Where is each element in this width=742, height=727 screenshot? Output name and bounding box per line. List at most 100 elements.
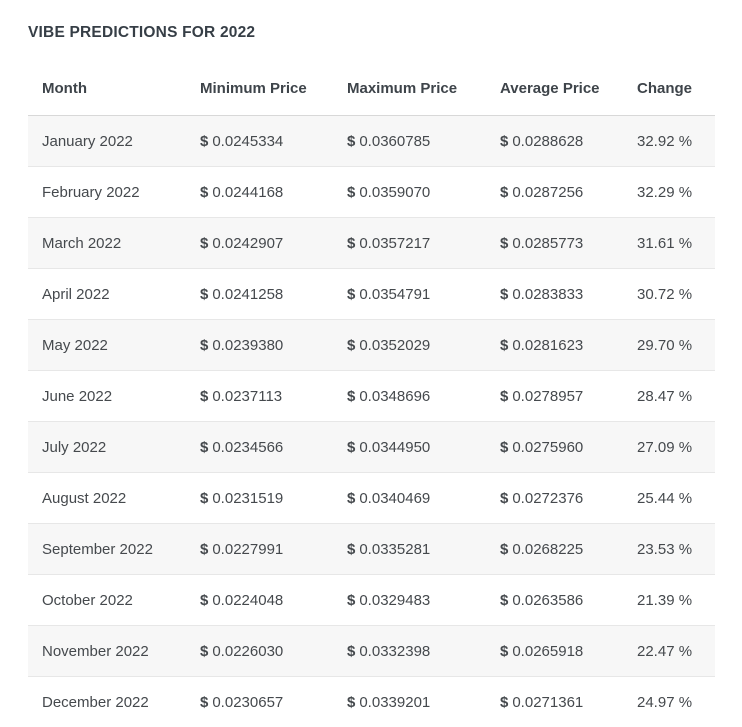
minimum-price-value: 0.0234566 <box>212 439 283 456</box>
table-row: June 2022 $0.0237113 $0.0348696 $0.02789… <box>28 371 715 422</box>
currency-symbol: $ <box>500 490 508 507</box>
table-row: December 2022 $0.0230657 $0.0339201 $0.0… <box>28 677 715 727</box>
column-header-minimum-price: Minimum Price <box>200 62 347 116</box>
month-cell: December 2022 <box>28 677 200 727</box>
minimum-price-value: 0.0244168 <box>212 184 283 201</box>
maximum-price-cell: $0.0348696 <box>347 371 500 422</box>
change-cell: 32.92 % <box>637 116 715 167</box>
column-header-change: Change <box>637 62 715 116</box>
currency-symbol: $ <box>500 235 508 252</box>
currency-symbol: $ <box>347 388 355 405</box>
change-cell: 31.61 % <box>637 218 715 269</box>
currency-symbol: $ <box>500 643 508 660</box>
currency-symbol: $ <box>200 337 208 354</box>
currency-symbol: $ <box>347 490 355 507</box>
maximum-price-value: 0.0359070 <box>359 184 430 201</box>
minimum-price-value: 0.0226030 <box>212 643 283 660</box>
maximum-price-cell: $0.0357217 <box>347 218 500 269</box>
table-header-row: Month Minimum Price Maximum Price Averag… <box>28 62 715 116</box>
average-price-cell: $0.0285773 <box>500 218 637 269</box>
average-price-value: 0.0287256 <box>512 184 583 201</box>
currency-symbol: $ <box>347 184 355 201</box>
currency-symbol: $ <box>200 286 208 303</box>
currency-symbol: $ <box>500 694 508 711</box>
month-cell: March 2022 <box>28 218 200 269</box>
currency-symbol: $ <box>347 286 355 303</box>
currency-symbol: $ <box>500 184 508 201</box>
maximum-price-value: 0.0344950 <box>359 439 430 456</box>
currency-symbol: $ <box>200 235 208 252</box>
maximum-price-cell: $0.0332398 <box>347 626 500 677</box>
minimum-price-cell: $0.0227991 <box>200 524 347 575</box>
month-cell: November 2022 <box>28 626 200 677</box>
maximum-price-value: 0.0329483 <box>359 592 430 609</box>
currency-symbol: $ <box>500 541 508 558</box>
currency-symbol: $ <box>200 184 208 201</box>
average-price-cell: $0.0263586 <box>500 575 637 626</box>
page-title: VIBE PREDICTIONS FOR 2022 <box>28 24 742 42</box>
minimum-price-value: 0.0231519 <box>212 490 283 507</box>
currency-symbol: $ <box>500 286 508 303</box>
column-header-average-price: Average Price <box>500 62 637 116</box>
maximum-price-value: 0.0335281 <box>359 541 430 558</box>
average-price-cell: $0.0268225 <box>500 524 637 575</box>
currency-symbol: $ <box>347 337 355 354</box>
maximum-price-value: 0.0348696 <box>359 388 430 405</box>
change-cell: 24.97 % <box>637 677 715 727</box>
currency-symbol: $ <box>500 337 508 354</box>
currency-symbol: $ <box>500 133 508 150</box>
maximum-price-cell: $0.0354791 <box>347 269 500 320</box>
maximum-price-value: 0.0339201 <box>359 694 430 711</box>
minimum-price-value: 0.0242907 <box>212 235 283 252</box>
average-price-value: 0.0288628 <box>512 133 583 150</box>
average-price-value: 0.0283833 <box>512 286 583 303</box>
average-price-value: 0.0268225 <box>512 541 583 558</box>
table-row: April 2022 $0.0241258 $0.0354791 $0.0283… <box>28 269 715 320</box>
month-cell: July 2022 <box>28 422 200 473</box>
table-row: November 2022 $0.0226030 $0.0332398 $0.0… <box>28 626 715 677</box>
average-price-cell: $0.0287256 <box>500 167 637 218</box>
maximum-price-cell: $0.0340469 <box>347 473 500 524</box>
maximum-price-cell: $0.0329483 <box>347 575 500 626</box>
minimum-price-cell: $0.0245334 <box>200 116 347 167</box>
currency-symbol: $ <box>200 643 208 660</box>
minimum-price-cell: $0.0224048 <box>200 575 347 626</box>
currency-symbol: $ <box>347 643 355 660</box>
maximum-price-cell: $0.0335281 <box>347 524 500 575</box>
average-price-value: 0.0271361 <box>512 694 583 711</box>
currency-symbol: $ <box>500 592 508 609</box>
maximum-price-cell: $0.0360785 <box>347 116 500 167</box>
minimum-price-value: 0.0241258 <box>212 286 283 303</box>
currency-symbol: $ <box>347 439 355 456</box>
maximum-price-value: 0.0354791 <box>359 286 430 303</box>
currency-symbol: $ <box>200 694 208 711</box>
minimum-price-value: 0.0239380 <box>212 337 283 354</box>
month-cell: May 2022 <box>28 320 200 371</box>
average-price-cell: $0.0281623 <box>500 320 637 371</box>
maximum-price-value: 0.0332398 <box>359 643 430 660</box>
average-price-value: 0.0265918 <box>512 643 583 660</box>
maximum-price-value: 0.0357217 <box>359 235 430 252</box>
table-row: July 2022 $0.0234566 $0.0344950 $0.02759… <box>28 422 715 473</box>
average-price-cell: $0.0265918 <box>500 626 637 677</box>
table-row: January 2022 $0.0245334 $0.0360785 $0.02… <box>28 116 715 167</box>
currency-symbol: $ <box>500 439 508 456</box>
minimum-price-value: 0.0224048 <box>212 592 283 609</box>
currency-symbol: $ <box>200 541 208 558</box>
minimum-price-cell: $0.0230657 <box>200 677 347 727</box>
table-row: August 2022 $0.0231519 $0.0340469 $0.027… <box>28 473 715 524</box>
average-price-cell: $0.0272376 <box>500 473 637 524</box>
maximum-price-value: 0.0340469 <box>359 490 430 507</box>
average-price-cell: $0.0275960 <box>500 422 637 473</box>
minimum-price-cell: $0.0242907 <box>200 218 347 269</box>
change-cell: 21.39 % <box>637 575 715 626</box>
change-cell: 22.47 % <box>637 626 715 677</box>
currency-symbol: $ <box>500 388 508 405</box>
currency-symbol: $ <box>200 388 208 405</box>
average-price-value: 0.0275960 <box>512 439 583 456</box>
minimum-price-cell: $0.0234566 <box>200 422 347 473</box>
maximum-price-value: 0.0360785 <box>359 133 430 150</box>
maximum-price-cell: $0.0359070 <box>347 167 500 218</box>
month-cell: June 2022 <box>28 371 200 422</box>
currency-symbol: $ <box>200 439 208 456</box>
